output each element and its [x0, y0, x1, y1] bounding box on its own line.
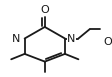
Text: N: N [67, 33, 76, 44]
Text: O: O [40, 5, 49, 15]
Text: N: N [12, 33, 20, 44]
Text: OH: OH [103, 37, 112, 47]
